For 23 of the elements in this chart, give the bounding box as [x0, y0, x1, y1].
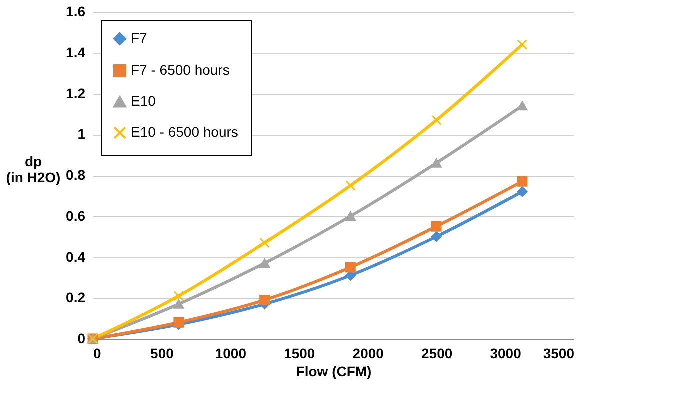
- x-tick-label: 2500: [421, 346, 453, 362]
- x-tick-label: 500: [150, 346, 174, 362]
- x-tick-label: 2000: [352, 346, 384, 362]
- x-tick-label: 3500: [543, 346, 575, 362]
- y-tick-label: 0.4: [66, 248, 86, 265]
- y-tick-label: 0.6: [66, 208, 86, 224]
- y-tick-label: 0.2: [66, 290, 86, 306]
- x-tick-label: 3000: [490, 346, 522, 362]
- legend-label: F7: [131, 30, 148, 46]
- y-tick-label: 1.4: [66, 44, 86, 60]
- x-tick-label: 1000: [215, 346, 247, 362]
- x-tick-label: 1500: [284, 346, 316, 362]
- y-tick-label: 1: [78, 126, 86, 142]
- y-tick-label: 0: [78, 330, 86, 346]
- y-tick-label: 0.8: [66, 167, 86, 183]
- legend-label: E10 - 6500 hours: [131, 124, 238, 140]
- y-tick-label: 1.6: [66, 4, 86, 20]
- legend-label: E10: [131, 93, 156, 109]
- y-tick-label: 1.2: [66, 85, 86, 102]
- y-axis-title: dp (in H2O): [6, 154, 61, 186]
- legend-label: F7 - 6500 hours: [131, 62, 230, 78]
- x-tick-label: 0: [94, 346, 102, 362]
- x-axis-title: Flow (CFM): [296, 364, 372, 380]
